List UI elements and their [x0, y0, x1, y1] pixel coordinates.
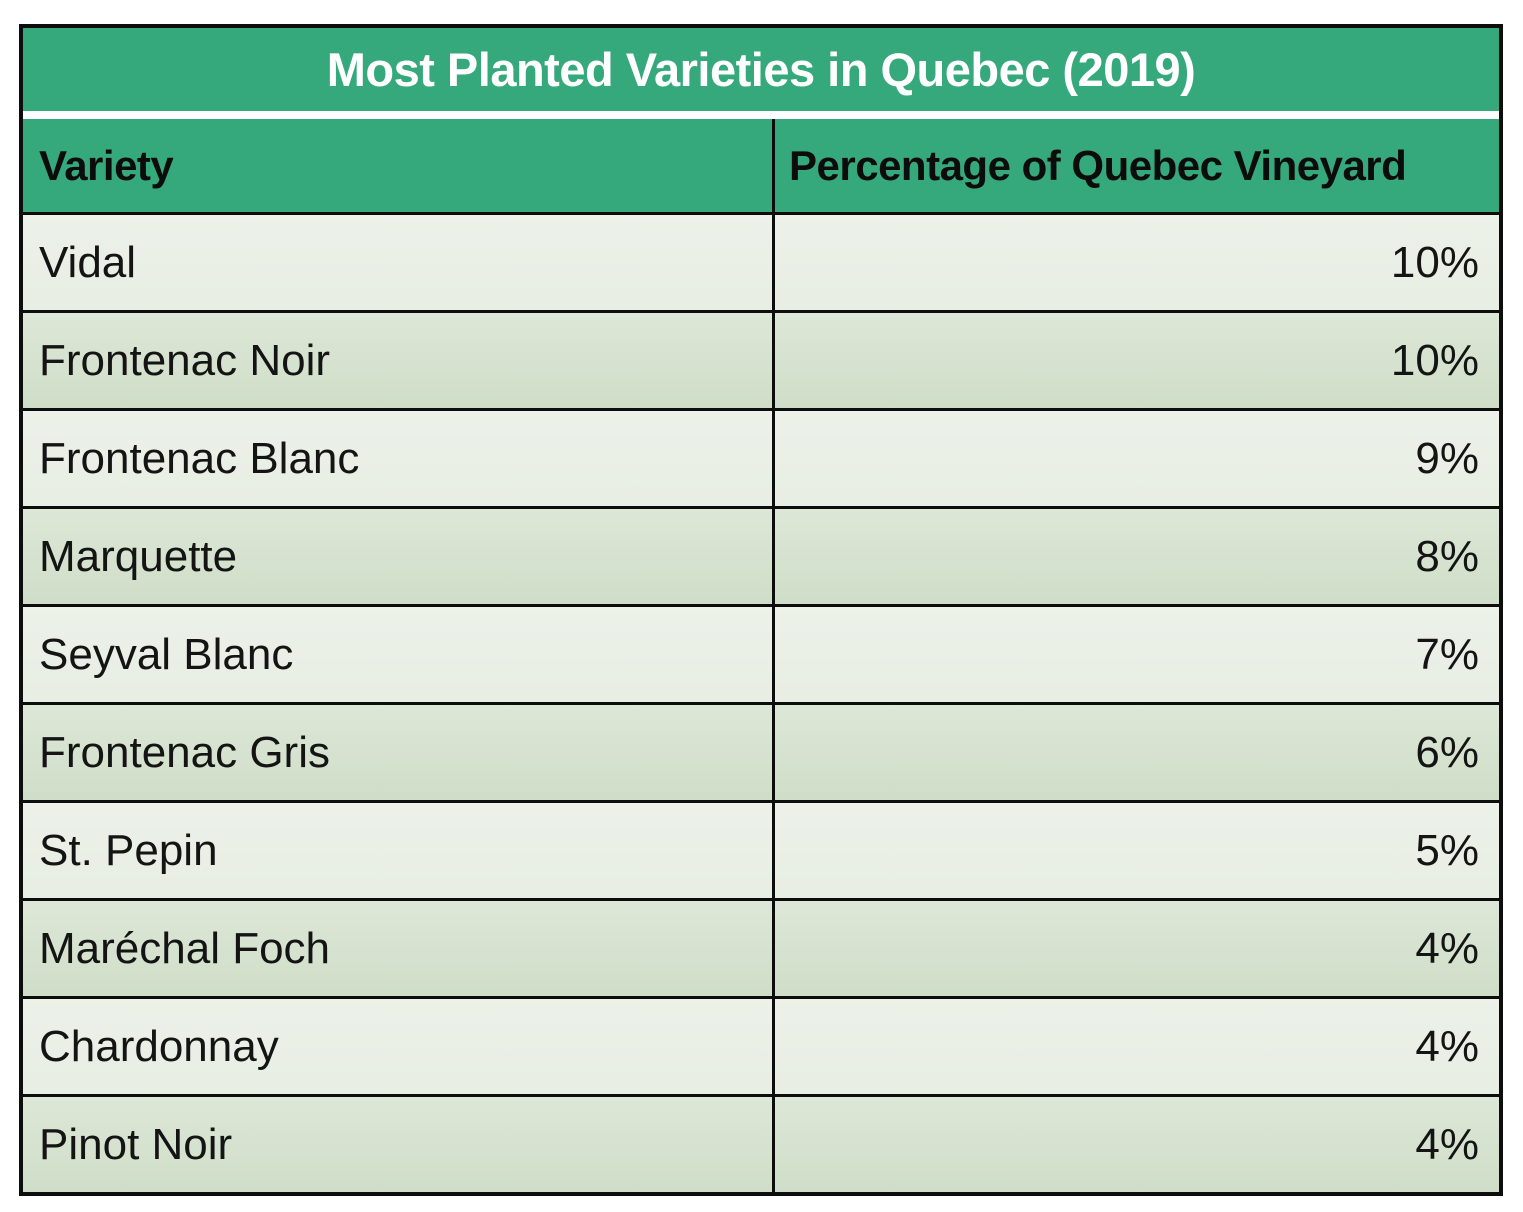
- table-row: Vidal 10%: [23, 212, 1499, 310]
- percentage-cell: 4%: [1415, 1119, 1479, 1169]
- table-row: Pinot Noir 4%: [23, 1094, 1499, 1192]
- percentage-cell: 9%: [1415, 433, 1479, 483]
- variety-cell: Frontenac Gris: [23, 705, 775, 800]
- percentage-cell: 4%: [1415, 1021, 1479, 1071]
- variety-cell: St. Pepin: [23, 803, 775, 898]
- percentage-cell: 10%: [1390, 237, 1479, 287]
- table-row: Frontenac Gris 6%: [23, 702, 1499, 800]
- table-body: Vidal 10% Frontenac Noir 10% Frontenac Blanc…: [23, 212, 1499, 1192]
- varieties-table: Most Planted Varieties in Quebec (2019) …: [19, 24, 1503, 1196]
- table-row: Seyval Blanc 7%: [23, 604, 1499, 702]
- table-header-row: Variety Percentage of Quebec Vineyard: [23, 119, 1499, 212]
- percentage-cell: 4%: [1415, 923, 1479, 973]
- variety-cell: Marquette: [23, 509, 775, 604]
- table-row: St. Pepin 5%: [23, 800, 1499, 898]
- percentage-cell: 10%: [1390, 335, 1479, 385]
- column-header-percentage: Percentage of Quebec Vineyard: [789, 141, 1407, 189]
- table-row: Maréchal Foch 4%: [23, 898, 1499, 996]
- table-title: Most Planted Varieties in Quebec (2019): [23, 28, 1499, 111]
- variety-cell: Frontenac Blanc: [23, 411, 775, 506]
- percentage-cell: 5%: [1415, 825, 1479, 875]
- title-divider: [23, 111, 1499, 119]
- variety-cell: Frontenac Noir: [23, 313, 775, 408]
- column-header-variety: Variety: [23, 119, 775, 212]
- variety-cell: Maréchal Foch: [23, 901, 775, 996]
- table-row: Frontenac Blanc 9%: [23, 408, 1499, 506]
- table-row: Chardonnay 4%: [23, 996, 1499, 1094]
- variety-cell: Seyval Blanc: [23, 607, 775, 702]
- percentage-cell: 7%: [1415, 629, 1479, 679]
- table-row: Frontenac Noir 10%: [23, 310, 1499, 408]
- percentage-cell: 8%: [1415, 531, 1479, 581]
- percentage-cell: 6%: [1415, 727, 1479, 777]
- table-row: Marquette 8%: [23, 506, 1499, 604]
- variety-cell: Chardonnay: [23, 999, 775, 1094]
- variety-cell: Vidal: [23, 215, 775, 310]
- variety-cell: Pinot Noir: [23, 1097, 775, 1192]
